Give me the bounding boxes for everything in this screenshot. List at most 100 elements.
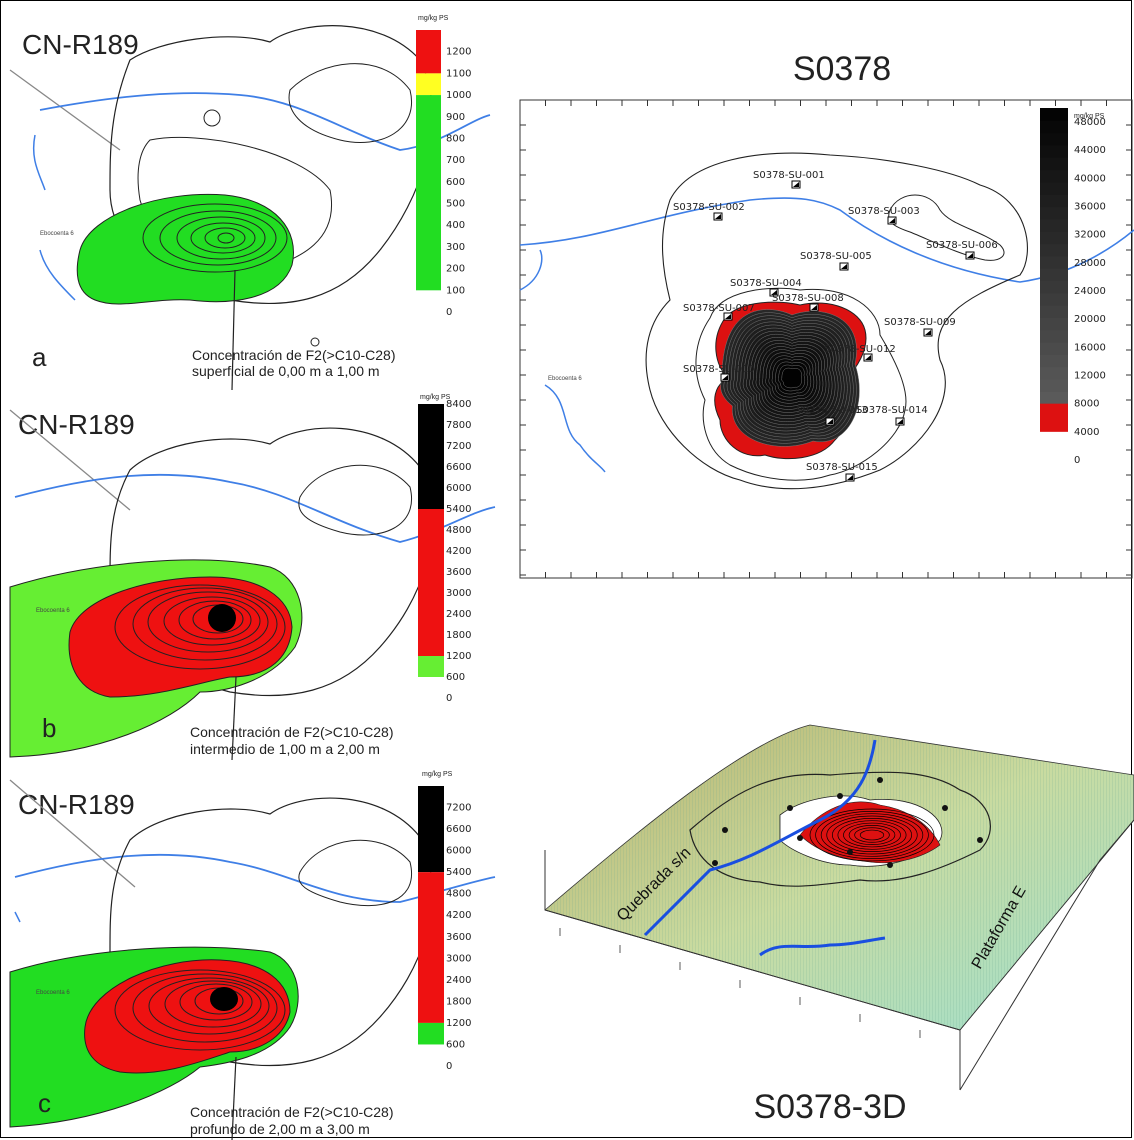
legend-tick-label: 5400 — [446, 867, 471, 878]
legend-swatch — [1040, 342, 1068, 355]
legend-tick-label: 6600 — [446, 462, 471, 473]
legend-tick-label: 48000 — [1074, 117, 1106, 128]
legend-tick-label: 3600 — [446, 567, 471, 578]
sample-point-label: S0378-SU-002 — [673, 202, 745, 213]
s0378-frame-ticks — [519, 99, 1133, 578]
panel-a-marker — [310, 337, 320, 347]
legend-tick-label: 7200 — [446, 803, 471, 814]
legend-swatch — [418, 786, 444, 873]
legend-tick-label: 7800 — [446, 420, 471, 431]
legend-swatch — [1040, 379, 1068, 392]
legend-tick-label: 6000 — [446, 846, 471, 857]
panel-b-plume-black — [208, 604, 236, 632]
s0378-sample-points: S0378-SU-001 S0378-SU-002 S0378-SU-003 S037… — [673, 170, 998, 482]
legend-tick-label: 600 — [446, 1039, 465, 1050]
panel-b-map: CN-R189 Ebocoenta 6 b Concentración de F… — [9, 394, 496, 761]
legend-swatch — [1040, 305, 1068, 318]
sample-point-fill — [811, 305, 817, 310]
legend-tick-label: 24000 — [1074, 286, 1106, 297]
panel-a-legend-unit: mg/kg PS — [418, 15, 449, 22]
panel-c-letter: c — [38, 1088, 51, 1118]
panel-c-map: CN-R189 Ebocoenta 6 c Concentración de F… — [9, 771, 496, 1140]
legend-tick-label: 600 — [446, 672, 465, 683]
s3d-title: S0378-3D — [753, 1088, 906, 1126]
legend-tick-label: 5400 — [446, 504, 471, 515]
panel-c-platform — [298, 839, 412, 907]
legend-tick-label: 4000 — [1074, 427, 1099, 438]
s3d-surface-hatch — [545, 725, 1134, 1030]
panel-a-letter: a — [32, 342, 47, 372]
legend-tick-label: 0 — [446, 1061, 452, 1072]
legend-swatch — [1040, 243, 1068, 257]
legend-tick-label: 16000 — [1074, 342, 1106, 353]
s3d-river — [643, 739, 877, 937]
panel-c-plume-black — [210, 987, 238, 1011]
panel-b-isolines — [114, 584, 286, 670]
sample-point-fill — [725, 314, 731, 319]
legend-tick-label: 500 — [446, 199, 465, 210]
panel-b-legend: 8400780072006600600054004800420036003000… — [418, 399, 471, 704]
panel-b-legend-unit: mg/kg PS — [420, 394, 451, 401]
s3d-plume-isolines — [809, 808, 935, 862]
legend-tick-label: 4200 — [446, 546, 471, 557]
panel-a-caption-2: superficial de 0,00 m a 1,00 m — [192, 363, 380, 379]
panel-a-wellroad — [231, 269, 236, 391]
panel-c-wellroad — [231, 1056, 237, 1140]
legend-swatch — [416, 95, 441, 291]
s3d-axis-ticks — [559, 928, 921, 1038]
legend-tick-label: 200 — [446, 264, 465, 275]
legend-tick-label: 7200 — [446, 441, 471, 452]
legend-swatch — [416, 30, 441, 74]
isoline-3d — [843, 822, 901, 848]
legend-tick-label: 1200 — [446, 1018, 471, 1029]
legend-tick-label: 3600 — [446, 932, 471, 943]
panel-c-map-label: Ebocoenta 6 — [36, 990, 70, 996]
legend-tick-label: 4200 — [446, 910, 471, 921]
legend-tick-label: 12000 — [1074, 371, 1106, 382]
legend-swatch — [418, 404, 444, 509]
s0378-outer-ring — [695, 287, 907, 481]
sample-point-label: S0378-SU-013 — [796, 405, 868, 416]
panel-a-isolines — [142, 203, 288, 273]
sample-point-fill — [897, 419, 903, 424]
legend-tick-label: 600 — [446, 177, 465, 188]
isoline-3d — [854, 827, 890, 843]
legend-swatch — [1040, 255, 1068, 269]
panel-a-road — [9, 69, 121, 151]
sample-point-fill — [827, 419, 833, 424]
legend-swatch — [418, 1022, 444, 1045]
sample-point-label: S0378-SU-014 — [856, 405, 928, 416]
isoline-3d — [815, 810, 929, 860]
isoline-3d — [831, 818, 913, 852]
panel-a-boundary — [109, 25, 433, 305]
legend-swatch — [1040, 403, 1068, 432]
legend-tick-label: 1800 — [446, 630, 471, 641]
s0378-map-label: Ebocoenta 6 — [548, 376, 582, 382]
legend-tick-label: 1200 — [446, 651, 471, 662]
legend-tick-label: 6000 — [446, 483, 471, 494]
legend-swatch — [1040, 120, 1068, 134]
panel-a-map-label: Ebocoenta 6 — [40, 231, 74, 237]
panel-b-caption-1: Concentración de F2(>C10-C28) — [190, 724, 394, 740]
s0378-platform — [888, 194, 1005, 261]
panel-c-title: CN-R189 — [18, 789, 135, 820]
sample-point-fill — [715, 214, 721, 219]
panel-a-title: CN-R189 — [22, 29, 139, 60]
isoline-3d — [837, 820, 907, 850]
panel-a-creek — [33, 134, 76, 301]
legend-tick-label: 0 — [446, 307, 452, 318]
legend-tick-label: 28000 — [1074, 258, 1106, 269]
sample-point-label: S0378-SU-010 — [683, 364, 755, 375]
isoline-3d — [859, 829, 885, 841]
legend-swatch — [1040, 280, 1068, 294]
legend-tick-label: 0 — [1074, 455, 1080, 466]
legend-tick-label: 2400 — [446, 975, 471, 986]
legend-swatch — [1040, 329, 1068, 343]
panel-a-platform — [288, 63, 412, 144]
legend-tick-label: 700 — [446, 155, 465, 166]
panel-a-plume-green — [76, 193, 294, 305]
legend-swatch — [1040, 231, 1068, 245]
legend-swatch — [1040, 144, 1068, 158]
legend-swatch — [418, 509, 444, 656]
